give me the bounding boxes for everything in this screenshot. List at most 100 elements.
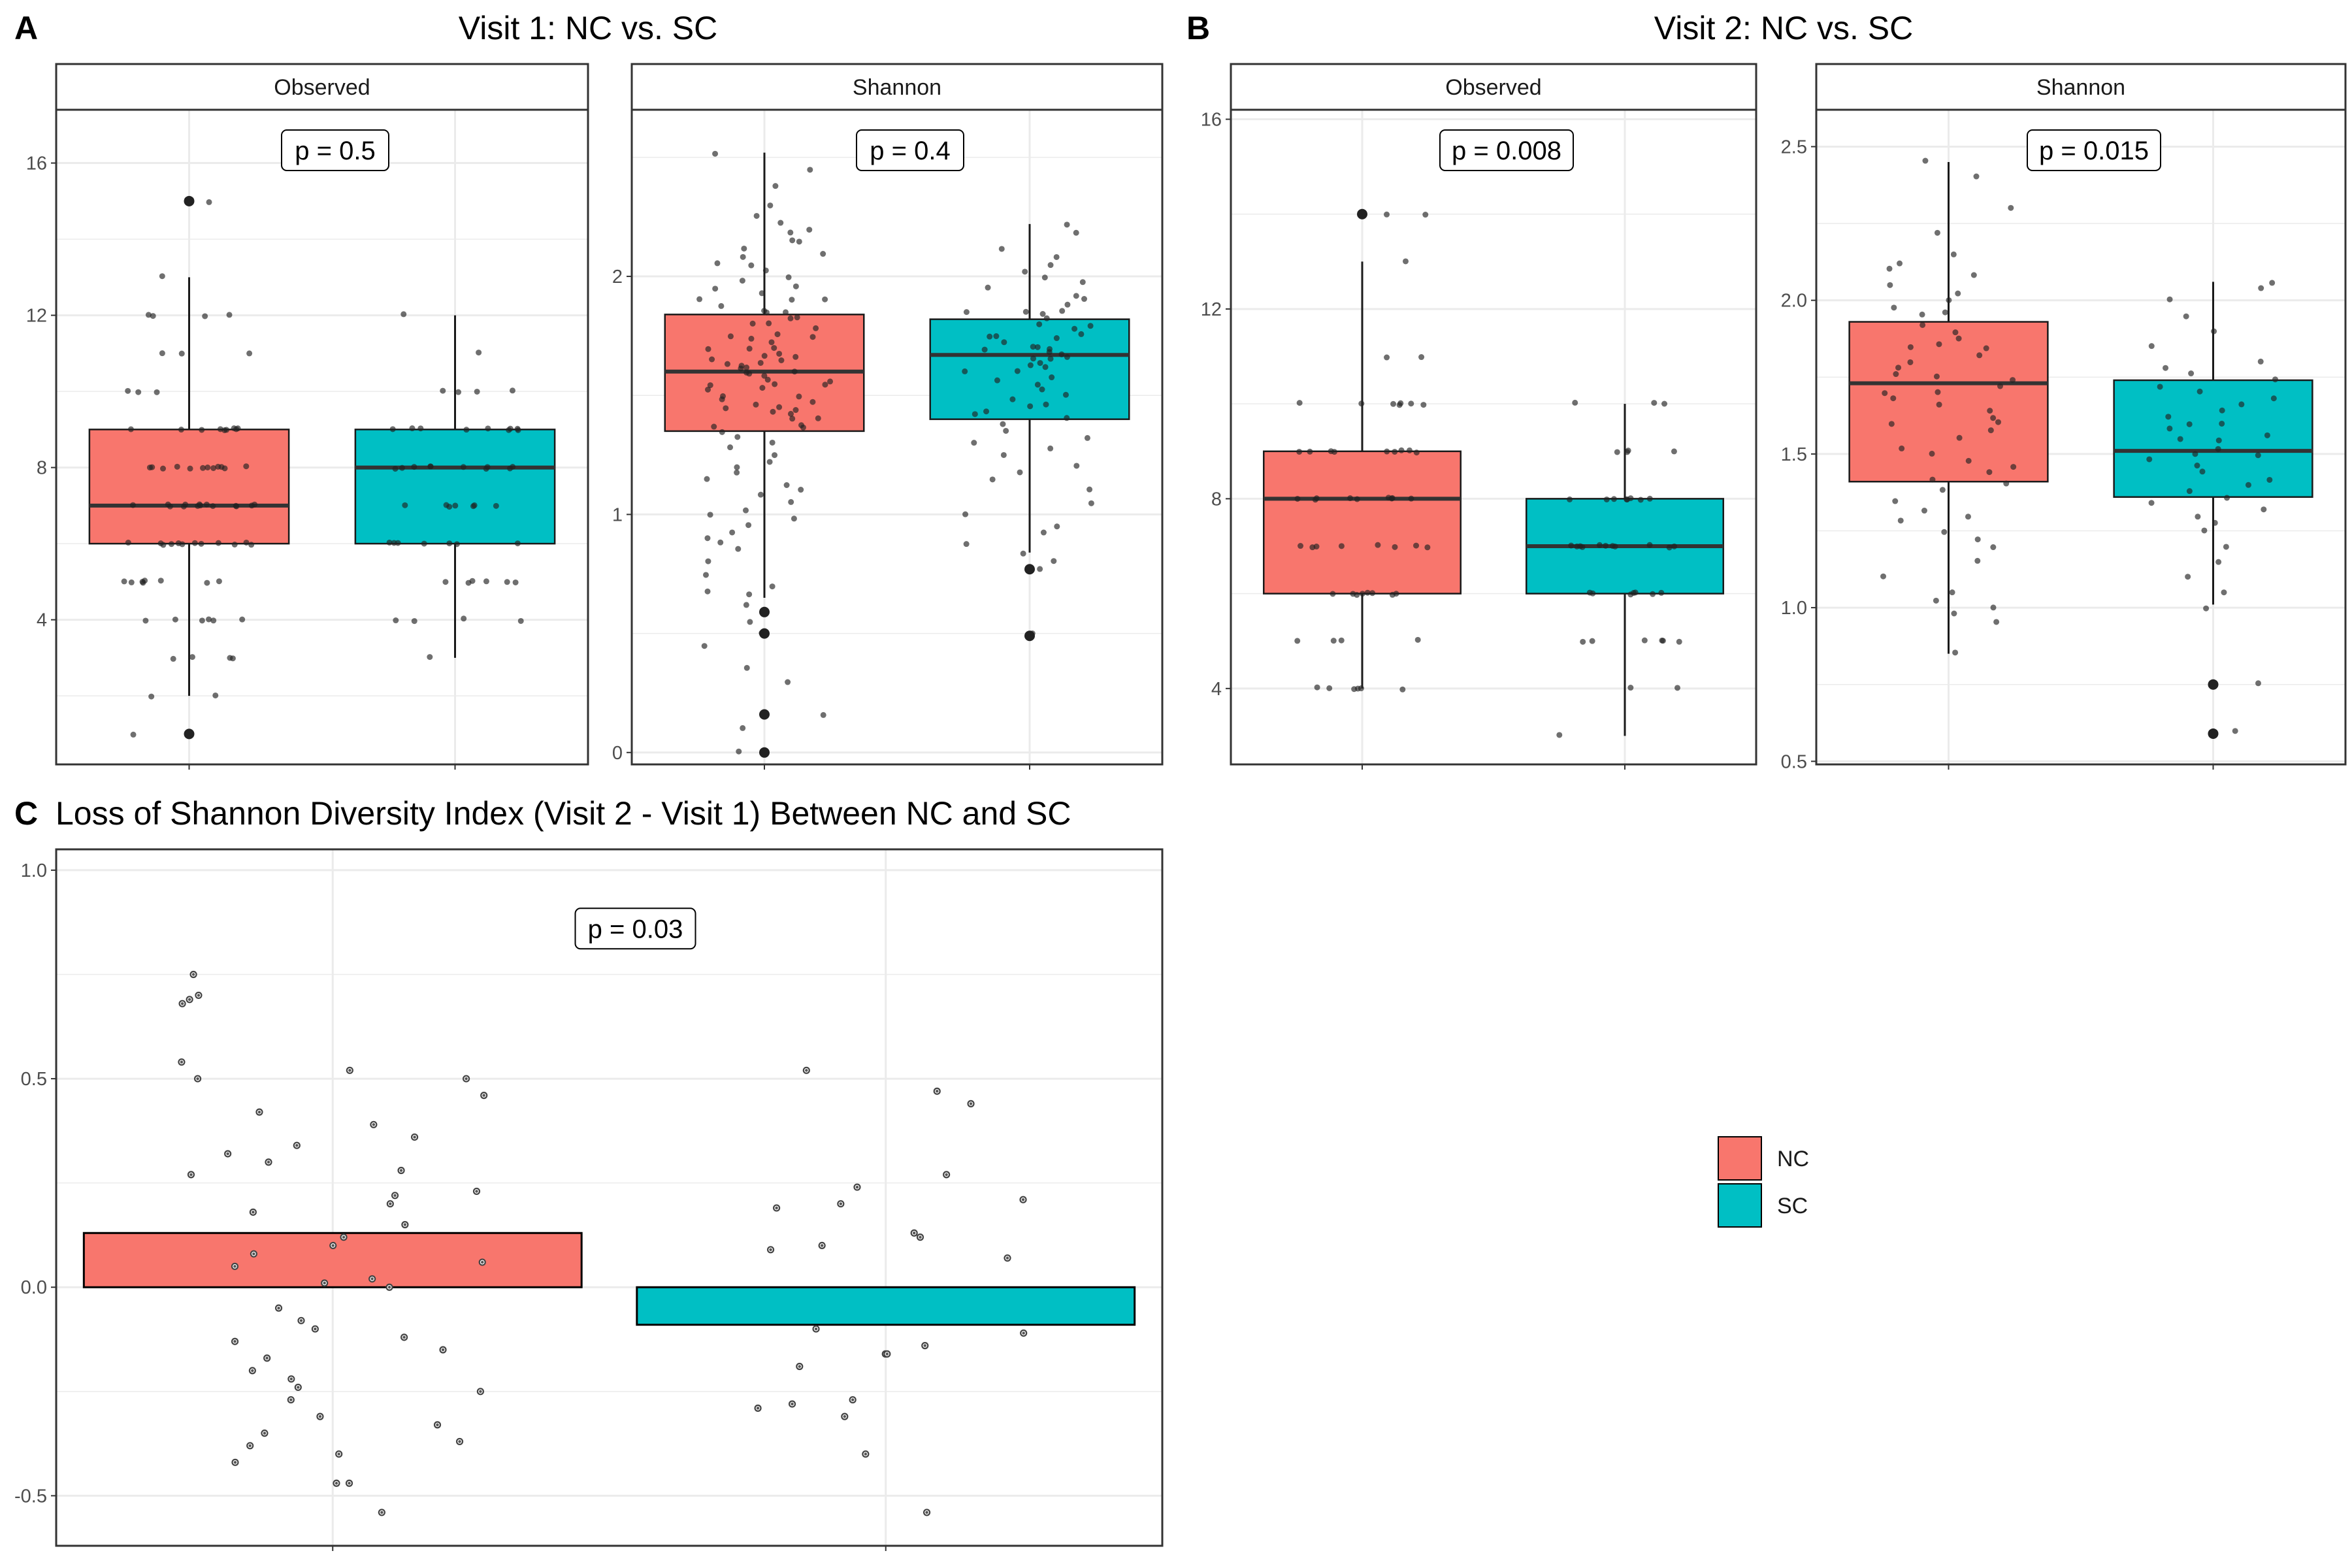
facet-shannon-sc-point	[2163, 365, 2169, 371]
facet-shannon-sc-point	[2199, 468, 2206, 475]
panel-b: B Visit 2: NC vs. SC 4 8 12 16 p = 0.008 Obse…	[1186, 10, 2347, 772]
facet-shannon-nc-point	[783, 482, 790, 488]
panel-c-point-core-nc	[380, 1511, 384, 1514]
facet-observed-nc-point	[142, 578, 148, 584]
facet-observed-nc-point	[1384, 448, 1390, 455]
facet-shannon-nc-point	[776, 404, 783, 410]
facet-shannon-sc-point	[2177, 436, 2183, 442]
facet-shannon-sc-point	[1062, 391, 1069, 398]
facet-observed-sc-point	[1659, 637, 1665, 644]
facet-shannon-sc-point	[2270, 395, 2277, 402]
facet-observed-strip	[55, 63, 589, 111]
facet-observed-nc-point	[159, 350, 165, 357]
panel-c-point-core-sc	[814, 1327, 818, 1331]
facet-shannon-sc-point	[1087, 323, 1094, 329]
facet-observed-nc-point	[174, 463, 180, 470]
facet-observed-sc-point	[1579, 544, 1586, 550]
facet-observed-y-tick-label: 8	[1211, 489, 1222, 510]
facet-shannon-nc-point	[776, 350, 783, 357]
panel-c-plot-bg	[56, 849, 1162, 1546]
facet-shannon-nc-point	[1933, 597, 1939, 604]
facet-shannon-y-tick-label: 1.5	[1781, 444, 1807, 465]
facet-observed-sc-point	[392, 465, 399, 472]
facet-shannon-nc-point	[707, 382, 713, 389]
facet-shannon-nc-point	[1973, 173, 1980, 180]
facet-shannon-sc-point	[2215, 446, 2221, 452]
facet-observed-nc-point	[170, 655, 176, 662]
panel-c-plot: -0.5 0.0 0.5 1.0 p = 0.03	[14, 848, 1164, 1551]
facet-observed-nc-point	[233, 426, 240, 433]
facet-shannon-nc-outlier	[759, 747, 770, 758]
facet-shannon-nc-point	[792, 407, 799, 414]
facet-observed-nc-point	[210, 465, 217, 471]
facet-shannon-nc-point	[727, 444, 734, 451]
facet-shannon-nc-point	[1956, 434, 1963, 441]
facet-observed-sc-point	[411, 464, 417, 470]
facet-shannon-nc-point	[1907, 359, 1914, 365]
facet-shannon-sc-point	[1058, 351, 1065, 357]
panel-c-point-core-nc	[479, 1390, 482, 1394]
panel-c-point-core-nc	[289, 1398, 293, 1401]
facet-shannon-sc-point	[1051, 558, 1057, 564]
facet-shannon-nc-point	[738, 363, 745, 369]
facet-shannon-nc-point	[1990, 415, 1997, 421]
facet-observed-nc-point	[1389, 591, 1396, 598]
facet-shannon-sc-point	[2148, 500, 2155, 506]
facet-observed-nc-point	[1413, 542, 1420, 549]
facet-shannon-sc-point	[1073, 293, 1079, 299]
facet-shannon-nc-outlier	[759, 606, 770, 617]
facet-shannon-nc-point	[764, 376, 771, 383]
facet-shannon-nc-point	[753, 212, 760, 219]
facet-shannon-nc-point	[712, 286, 719, 292]
panel-c-point-core-nc	[314, 1327, 317, 1331]
facet-observed-nc-point	[206, 199, 212, 205]
facet-shannon-nc-point	[696, 296, 703, 302]
panel-c-point-core-nc	[441, 1348, 445, 1352]
facet-shannon-nc-point	[1997, 383, 2004, 389]
facet-observed-nc-point	[248, 542, 255, 548]
facet-observed-sc-point	[440, 387, 446, 394]
facet-observed-nc-point	[1418, 354, 1425, 361]
facet-shannon-nc-point	[702, 572, 709, 578]
panel-c-point-core-nc	[399, 1169, 403, 1172]
facet-shannon-nc-point	[704, 386, 711, 393]
facet-shannon-nc-point	[1919, 311, 1925, 318]
facet-shannon-nc-point	[1899, 445, 1905, 451]
facet-observed-nc-point	[1330, 591, 1336, 597]
facet-shannon-nc-point	[794, 314, 800, 321]
facet-shannon-sc-point	[2219, 407, 2225, 414]
facet-shannon-sc-point	[1047, 445, 1054, 451]
panel-c-point-core-sc	[969, 1102, 973, 1105]
panel-c-point-core-sc	[1022, 1331, 1025, 1335]
facet-shannon-nc-point	[705, 346, 711, 352]
panel-c-point-core-nc	[370, 1277, 374, 1281]
facet-observed-sc-point	[1568, 542, 1575, 549]
facet-shannon-sc-point	[1017, 469, 1023, 476]
facet-shannon-sc-point	[963, 541, 970, 547]
facet-shannon-sc-point	[1000, 451, 1007, 458]
facet-shannon-nc-point	[1974, 536, 1981, 543]
facet-shannon-sc-point	[983, 408, 990, 415]
facet-observed-nc-point	[187, 465, 193, 472]
panel-c-point-core-sc	[912, 1232, 916, 1235]
facet-observed-nc-point	[159, 273, 165, 280]
facet-shannon-nc-point	[735, 546, 742, 552]
facet-shannon-nc-point	[820, 711, 826, 718]
facet-shannon-nc-point	[1987, 408, 1993, 414]
facet-shannon-pvalue-box	[856, 129, 964, 171]
facet-shannon-sc-point	[1064, 415, 1070, 421]
facet-shannon-nc-outlier	[759, 709, 770, 720]
facet-observed-sc-point	[391, 540, 397, 546]
facet-shannon-nc-point	[766, 320, 772, 327]
facet-observed-nc-point	[216, 578, 222, 585]
facet-observed-nc-point	[1396, 402, 1403, 408]
facet-shannon-nc-point	[1882, 390, 1888, 397]
facet-observed-sc-point	[469, 578, 476, 584]
facet-shannon-nc-point	[701, 643, 708, 649]
facet-shannon-nc-point	[747, 619, 753, 625]
panel-c-point-core-nc	[188, 998, 191, 1001]
facet-observed-sc-point	[1614, 449, 1620, 455]
facet-observed-nc-point	[243, 463, 250, 470]
facet-observed-panel-border	[1230, 63, 1757, 766]
panel-c-pvalue-box	[574, 907, 696, 950]
